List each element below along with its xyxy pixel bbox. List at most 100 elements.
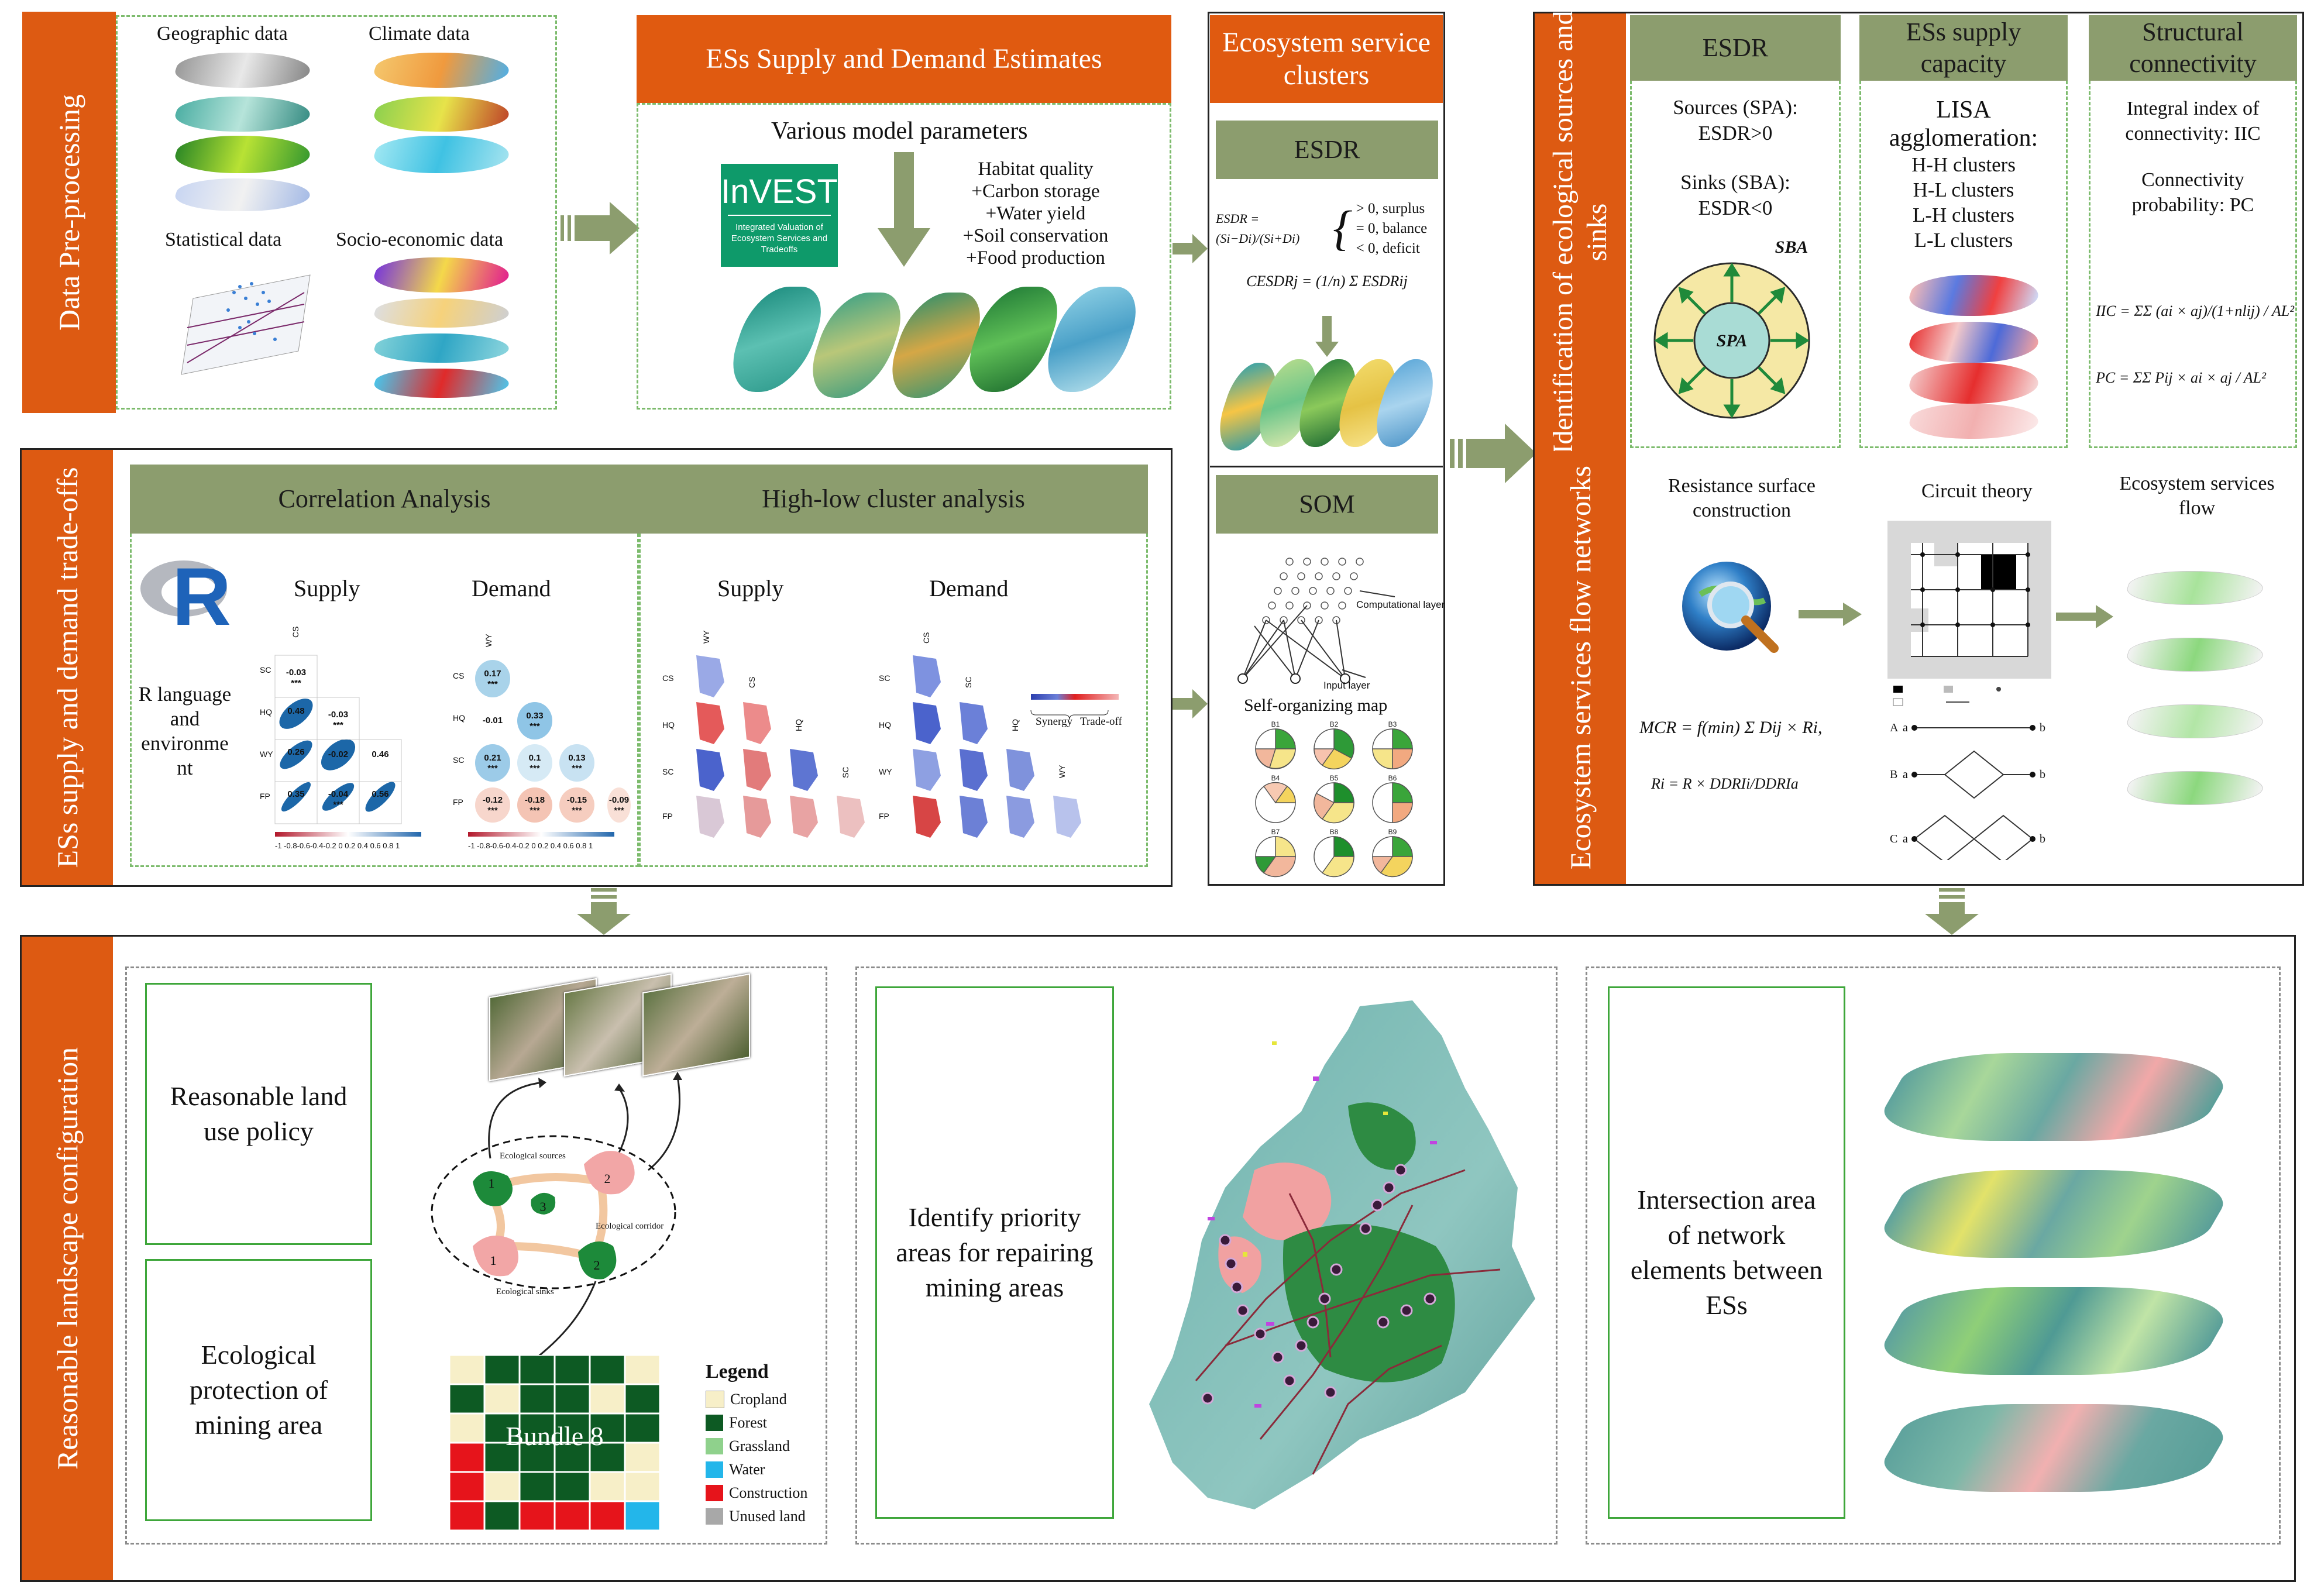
bundle-label: B5 xyxy=(1330,774,1339,782)
corr-value: -0.02 xyxy=(328,749,348,759)
var-label: FP xyxy=(662,811,673,821)
priority-box: Identify priority areas for repairing mi… xyxy=(875,986,1114,1519)
landscape-box-2 xyxy=(855,966,1557,1545)
preprocessing-panel: Data Pre-processing xyxy=(22,12,116,413)
id-col1-box xyxy=(1630,81,1841,448)
label-geographic: Geographic data xyxy=(157,23,288,44)
som-head: SOM xyxy=(1216,475,1438,534)
arrow-pre-to-estimates xyxy=(561,199,642,257)
computational-layer: Computational layer xyxy=(1356,599,1445,610)
es-flow-text: Ecosystem services flow xyxy=(2095,472,2299,521)
pc-label-1: Connectivity xyxy=(2141,169,2244,191)
id-col2-text: LISA agglomeration: H-H clusters H-L clu… xyxy=(1859,96,2068,253)
arrow-flow-down xyxy=(1923,888,1981,935)
flow-title-bar: Ecosystem services flow networks xyxy=(1535,451,1626,884)
cesdr-arrow xyxy=(1315,316,1339,357)
spa-label: SPA xyxy=(1717,331,1748,350)
flow-title: Ecosystem services flow networks xyxy=(1564,465,1597,870)
var-label: HQ xyxy=(794,719,803,731)
esdr-head: ESDR xyxy=(1216,121,1438,179)
legend-label: Unused land xyxy=(729,1508,806,1525)
intersection-box: Intersection area of network elements be… xyxy=(1608,986,1845,1519)
cluster-supply-label: Supply xyxy=(717,575,784,601)
legend-swatch xyxy=(706,1508,723,1525)
globe-search-icon xyxy=(1677,559,1788,665)
patch-label: 1 xyxy=(489,1176,495,1191)
tradeoff-label: Trade-off xyxy=(1080,716,1122,728)
legend-item: Construction xyxy=(706,1481,823,1505)
var-label: WY xyxy=(702,630,711,644)
var-label: SC xyxy=(964,677,973,688)
mcr-formula: MCR = f(min) Σ Dij × Ri, xyxy=(1639,718,1823,737)
corr-demand-label: Demand xyxy=(472,575,551,601)
corr-stars: *** xyxy=(291,678,301,688)
service-item: +Carbon storage xyxy=(971,181,1100,202)
sinks-rule: ESDR<0 xyxy=(1698,197,1773,219)
cluster-box xyxy=(639,534,1148,867)
r-logo: R xyxy=(138,552,238,640)
legend-item: Water xyxy=(706,1458,823,1481)
id-col3-box xyxy=(2089,81,2297,448)
bundle-grid: Bundle 8 xyxy=(448,1354,661,1532)
synergy-label: Synergy xyxy=(1036,716,1072,728)
demand-cluster-triangle: CS SC HQ WY FP SC HQ WY xyxy=(878,620,1123,854)
circuit-row-label: B xyxy=(1890,768,1897,781)
circuit-row-label: A xyxy=(1890,721,1899,734)
var-label: CS xyxy=(922,632,931,644)
var-label: SC xyxy=(453,755,464,765)
arrow-clusters-to-identification xyxy=(1450,421,1538,486)
label-climate: Climate data xyxy=(369,23,470,44)
clusters-title: Ecosystem service clusters xyxy=(1210,15,1443,103)
corr-head: Correlation Analysis xyxy=(130,465,639,534)
services-list: Habitat quality +Carbon storage +Water y… xyxy=(948,158,1123,269)
tradeoffs-title: ESs supply and demand trade-offs xyxy=(51,467,84,868)
var-label: HQ xyxy=(662,720,675,730)
corr-stars: *** xyxy=(529,806,540,816)
circuit-a: a xyxy=(1903,768,1908,781)
id-col3-head: Structural connectivity xyxy=(2089,15,2297,81)
flow-arrow-1 xyxy=(1799,603,1863,626)
var-label: SC xyxy=(662,767,673,776)
r-text-line: R language xyxy=(138,683,232,706)
corr-stars: *** xyxy=(487,679,498,689)
legend-item: Unused land xyxy=(706,1505,823,1528)
arrow-estimates-to-clusters xyxy=(1173,234,1209,263)
corr-value: 0.46 xyxy=(372,749,388,759)
r-text: R language and environme nt xyxy=(132,682,238,780)
tradeoffs-title-bar: ESs supply and demand trade-offs xyxy=(22,450,113,885)
esdr-formula-block: ESDR = (Si−Di)/(Si+Di) { > 0, surplus = … xyxy=(1216,199,1438,291)
circuit-b: b xyxy=(2040,833,2045,845)
iic-label-1: Integral index of xyxy=(2126,98,2260,119)
corr-supply-label: Supply xyxy=(294,575,360,601)
preprocessing-box xyxy=(116,15,557,410)
colorbar-ticks: -1 -0.8-0.6-0.4-0.2 0 0.2 0.4 0.6 0.8 1 xyxy=(275,841,400,850)
preprocessing-title: Data Pre-processing xyxy=(53,94,85,331)
legend-label: Water xyxy=(729,1461,765,1478)
identification-title-bar: Identification of ecological sources and… xyxy=(1535,11,1626,454)
corr-stars: *** xyxy=(572,763,582,773)
var-label: SC xyxy=(260,665,271,675)
eco-sources-label: Ecological sources xyxy=(500,1151,566,1161)
circuit-legend xyxy=(1887,682,2051,711)
bundle-label: B2 xyxy=(1330,720,1339,728)
spa-sba-diagram: SPA SBA xyxy=(1645,229,1821,422)
legend-item: Forest xyxy=(706,1411,823,1435)
var-label: HQ xyxy=(260,707,272,717)
priority-map xyxy=(1137,995,1547,1527)
legend-title: Legend xyxy=(706,1361,769,1382)
iic-formula: IIC = ΣΣ (ai × aj)/(1+nlij) / AL² xyxy=(2096,302,2295,319)
id-col1-text: Sources (SPA): ESDR>0 Sinks (SBA): ESDR<… xyxy=(1630,95,1841,221)
patch-label: 2 xyxy=(594,1258,600,1272)
r-text-line: nt xyxy=(177,756,193,779)
ri-formula: Ri = R × DDRIi/DDRIa xyxy=(1651,775,1799,792)
corr-stars: *** xyxy=(529,763,540,773)
corr-value: 0.21 xyxy=(484,753,501,763)
legend-swatch xyxy=(706,1438,723,1454)
var-label: SC xyxy=(841,767,850,778)
legend-label: Forest xyxy=(729,1414,767,1431)
source-sink-diagram: 1 2 3 1 2 Ecological sources Ecological … xyxy=(426,1053,689,1358)
legend-swatch xyxy=(706,1485,723,1501)
var-label: CS xyxy=(453,671,464,680)
circuit-title: Circuit theory xyxy=(1921,480,2033,502)
iic-label-2: connectivity: IIC xyxy=(2125,123,2261,145)
